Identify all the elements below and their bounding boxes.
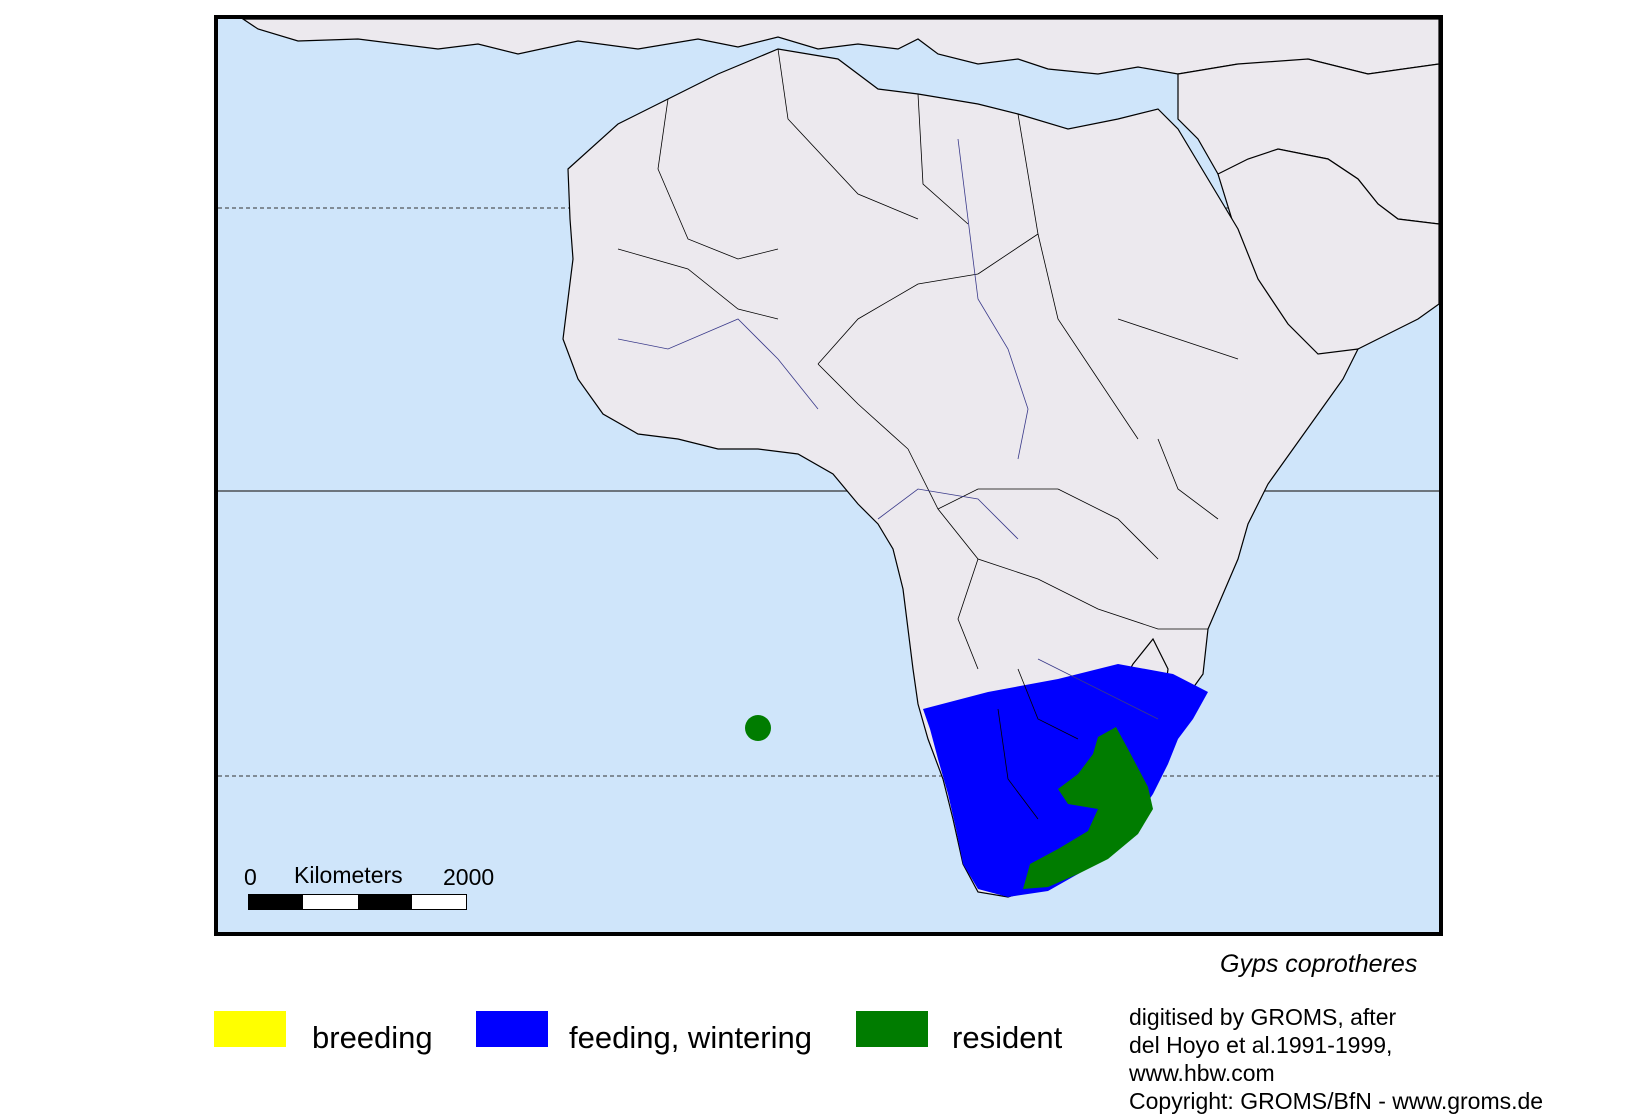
country-borders: [617, 48, 1239, 820]
legend-swatch-resident: [856, 1011, 928, 1047]
rivers: [617, 138, 1159, 720]
legend-label-breeding: breeding: [312, 1020, 433, 1055]
scale-start-label: 0: [244, 864, 257, 890]
credit-line: Copyright: GROMS/BfN - www.groms.de: [1129, 1088, 1544, 1114]
credit-line: digitised by GROMS, after: [1129, 1004, 1397, 1030]
credits: digitised by GROMS, after del Hoyo et al…: [1129, 1003, 1543, 1115]
africa-map-svg: [218, 19, 1439, 898]
scale-end-label: 2000: [443, 864, 495, 890]
scale-unit-label: Kilometers: [294, 862, 403, 888]
credit-line: del Hoyo et al.1991-1999,: [1129, 1032, 1393, 1058]
resident-range-spot: [745, 715, 771, 741]
feeding-wintering-range: [923, 664, 1208, 897]
legend-label-resident: resident: [952, 1020, 1063, 1055]
credit-line: www.hbw.com: [1129, 1060, 1275, 1086]
scale-bar: [248, 894, 467, 910]
legend-swatch-feeding-wintering: [476, 1011, 548, 1047]
range-map: [214, 15, 1443, 936]
legend-label-feeding-wintering: feeding, wintering: [569, 1020, 812, 1055]
species-name: Gyps coprotheres: [1220, 950, 1418, 978]
legend-swatch-breeding: [214, 1011, 286, 1047]
resident-range: [1023, 727, 1153, 889]
